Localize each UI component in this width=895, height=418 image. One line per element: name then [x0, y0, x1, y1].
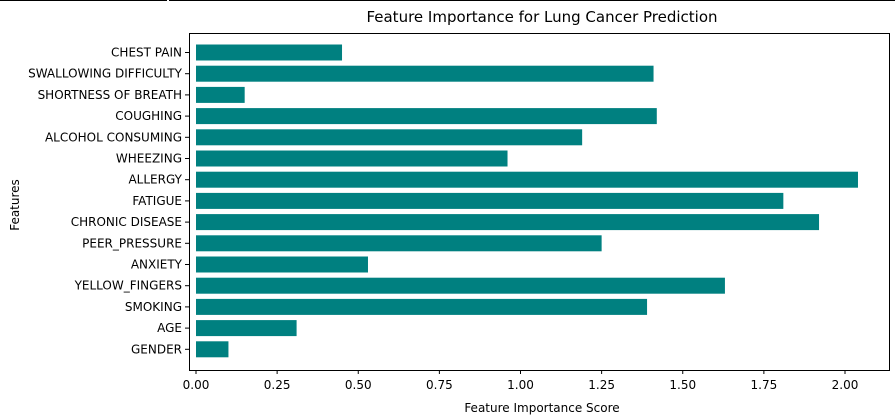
bar-peer-pressure: [196, 235, 602, 252]
x-tick-label: 0.75: [426, 378, 453, 392]
y-tick-label: SMOKING: [125, 300, 182, 314]
bar-allergy: [196, 171, 858, 188]
bar-chronic-disease: [196, 214, 820, 231]
x-tick-label: 0.00: [183, 378, 210, 392]
x-ticks-group: 0.00 0.25 0.50 0.75 1.00 1.25 1.50 1.75 2.00: [183, 370, 859, 392]
bar-smoking: [196, 298, 648, 315]
bar-fatigue: [196, 192, 784, 209]
x-tick-label: 0.50: [345, 378, 372, 392]
y-tick-label: GENDER: [131, 342, 182, 356]
y-tick-label: CHRONIC DISEASE: [71, 215, 182, 229]
y-tick-label: COUGHING: [115, 109, 182, 123]
y-tick-label: WHEEZING: [116, 152, 182, 166]
bar-chest-pain: [196, 44, 343, 61]
y-tick-label: AGE: [157, 321, 182, 335]
y-tick-label: ANXIETY: [131, 258, 183, 272]
bar-age: [196, 320, 297, 337]
bar-alcohol-consuming: [196, 129, 583, 146]
bar-gender: [196, 341, 229, 358]
y-axis-label: Features: [8, 179, 22, 231]
bars-group: [196, 44, 858, 358]
x-tick-label: 1.75: [751, 378, 778, 392]
bar-yellow-fingers: [196, 277, 725, 294]
y-tick-label: YELLOW_FINGERS: [74, 279, 182, 293]
y-tick-label: SWALLOWING DIFFICULTY: [28, 67, 183, 81]
x-tick-label: 2.00: [832, 378, 859, 392]
bar-anxiety: [196, 256, 368, 273]
y-tick-label: ALLERGY: [128, 173, 182, 187]
y-tick-label: ALCOHOL CONSUMING: [45, 130, 182, 144]
y-tick-label: FATIGUE: [132, 194, 182, 208]
x-tick-label: 0.25: [264, 378, 291, 392]
y-ticks-group: CHEST PAIN SWALLOWING DIFFICULTY SHORTNESS…: [28, 46, 189, 356]
y-tick-label: CHEST PAIN: [111, 46, 182, 60]
bar-coughing: [196, 108, 657, 125]
x-axis-label: Feature Importance Score: [464, 401, 619, 415]
x-tick-label: 1.50: [669, 378, 696, 392]
x-tick-label: 1.25: [588, 378, 615, 392]
top-border-left: [0, 0, 167, 1]
bar-swallowing-difficulty: [196, 65, 654, 82]
bar-shortness-of-breath: [196, 86, 245, 103]
bar-wheezing: [196, 150, 508, 167]
chart-title: Feature Importance for Lung Cancer Predi…: [366, 8, 717, 26]
plot-frame: [189, 33, 890, 371]
y-tick-label: SHORTNESS OF BREATH: [38, 88, 182, 102]
y-tick-label: PEER_PRESSURE: [82, 236, 182, 250]
x-tick-label: 1.00: [507, 378, 534, 392]
top-border-right: [169, 0, 895, 1]
